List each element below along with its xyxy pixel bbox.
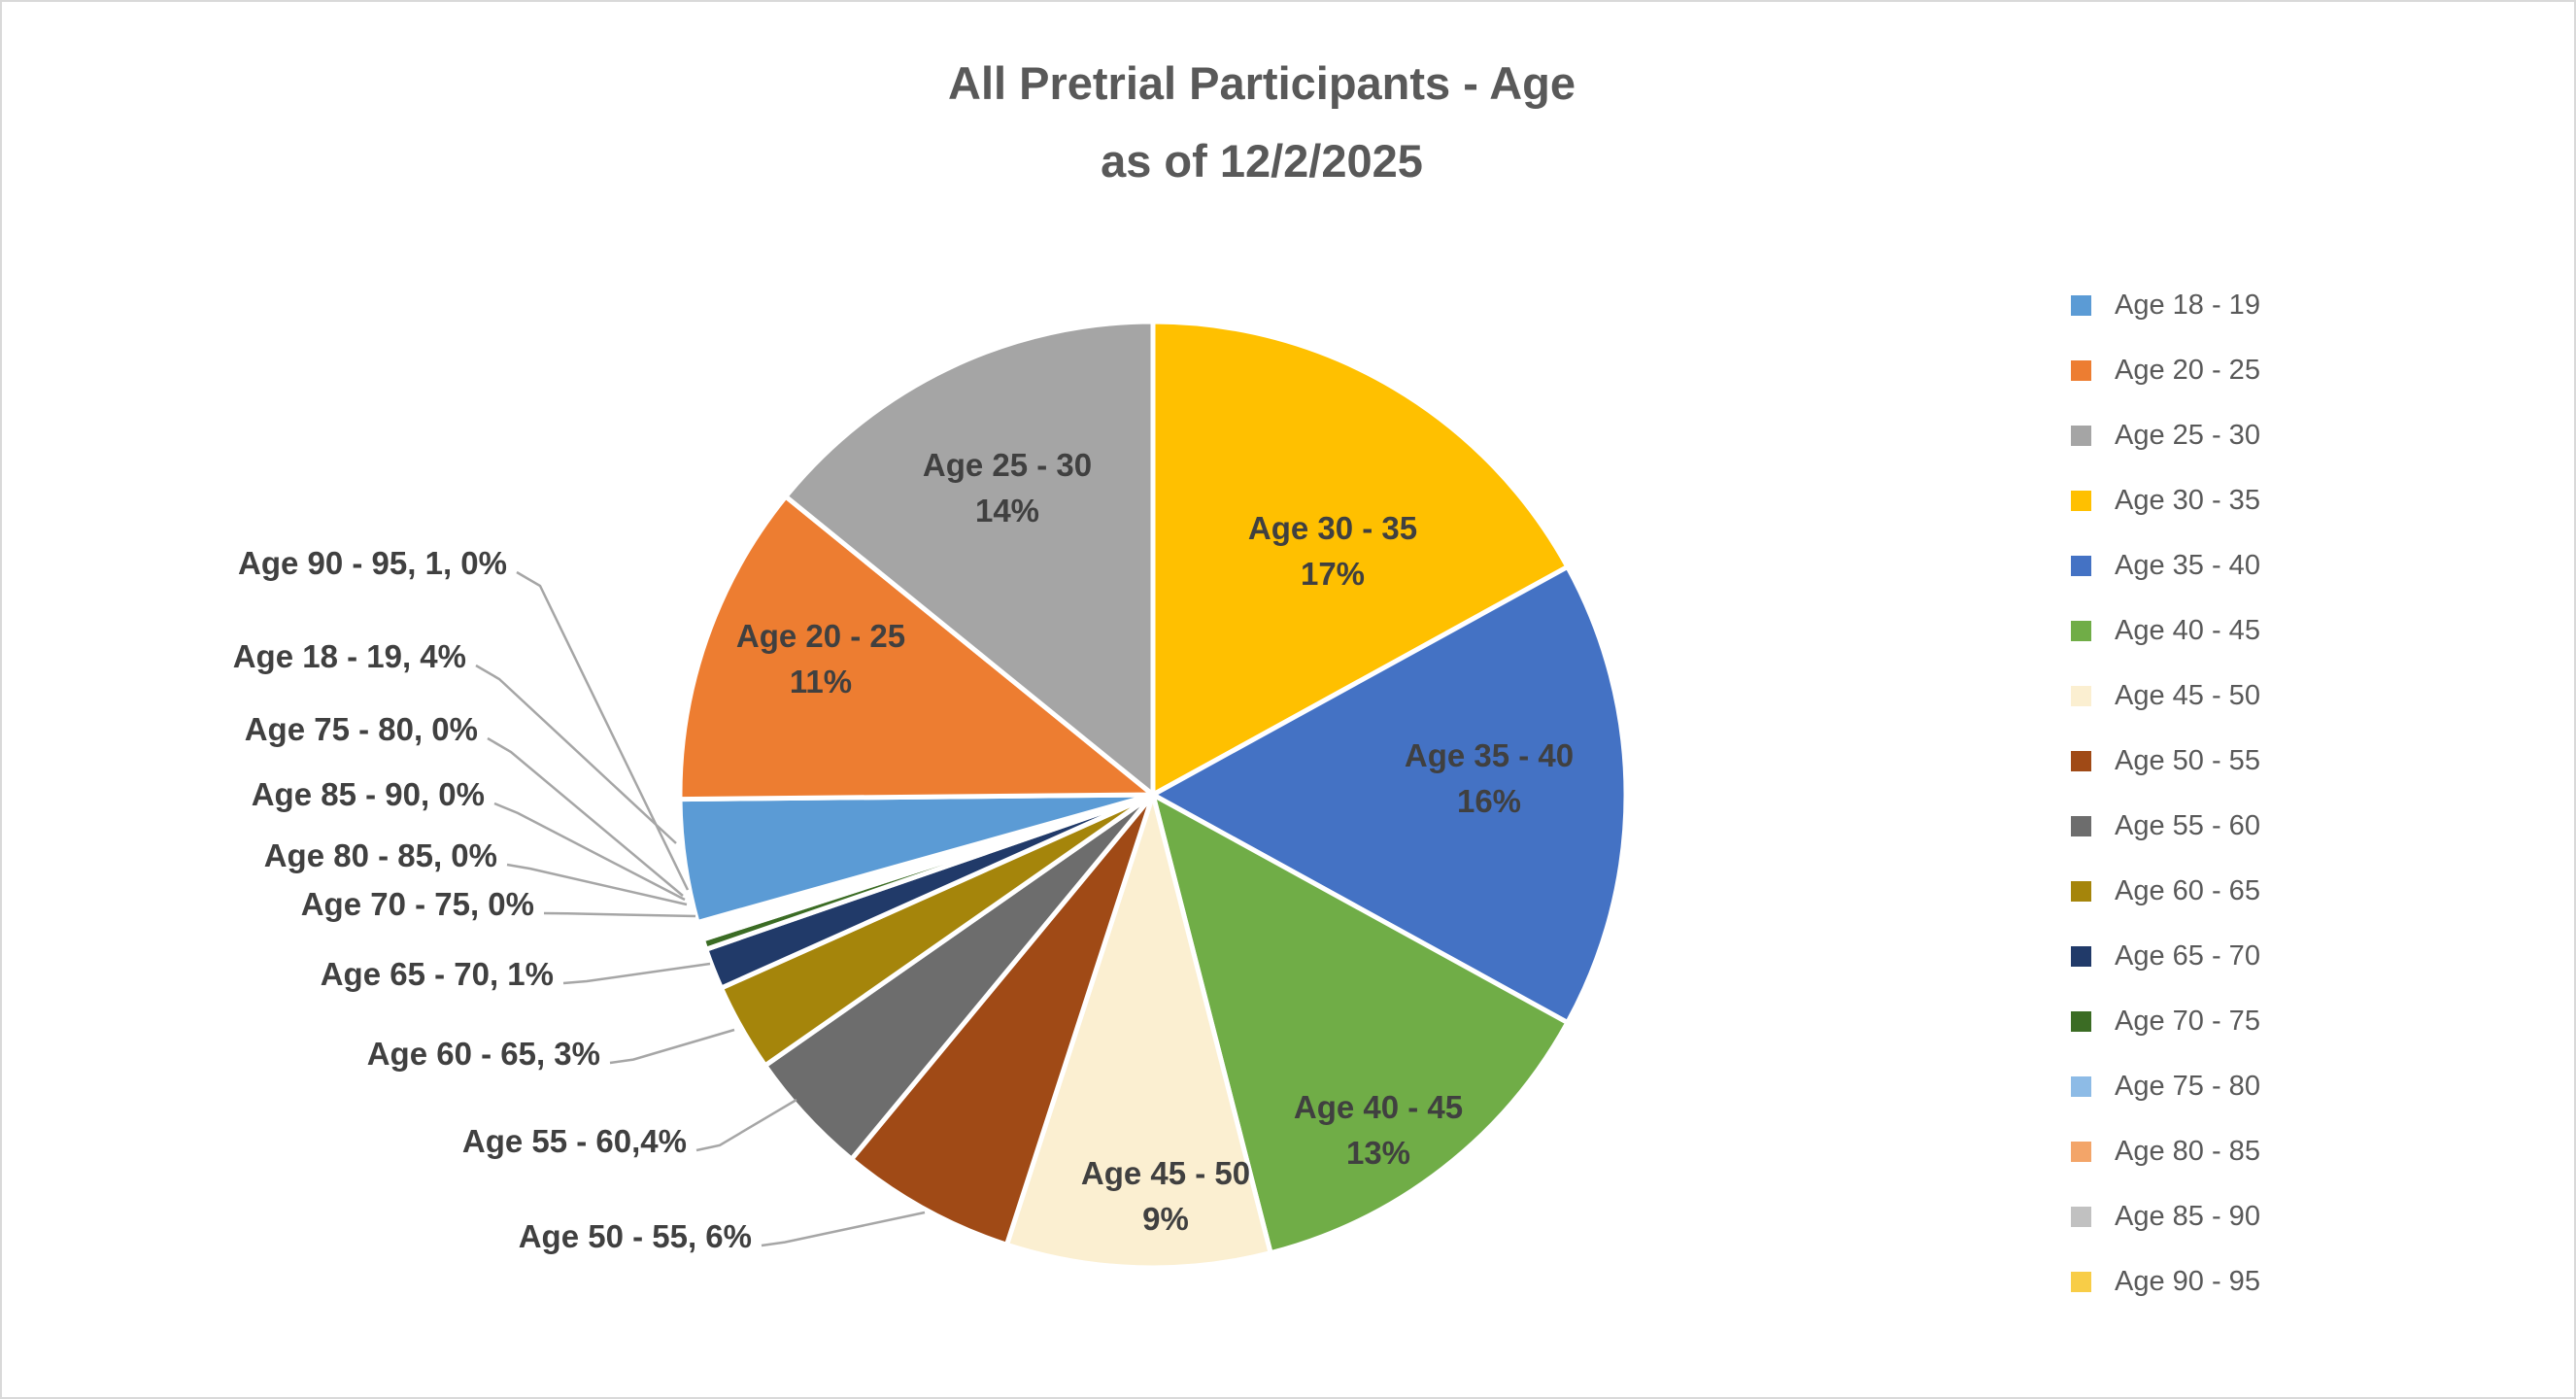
legend-label-age-30-35: Age 30 - 35 <box>2115 485 2260 516</box>
callout-label-age-55-60: Age 55 - 60,4% <box>462 1123 687 1159</box>
legend-label-age-85-90: Age 85 - 90 <box>2115 1201 2260 1232</box>
legend-item-age-40-45: Age 40 - 45 <box>2071 615 2260 646</box>
legend-swatch-age-20-25 <box>2071 359 2091 381</box>
leader-line-age-60-65 <box>609 1028 735 1065</box>
legend-swatch-age-65-70 <box>2071 945 2091 967</box>
legend-swatch-age-50-55 <box>2071 750 2091 771</box>
legend-item-age-45-50: Age 45 - 50 <box>2071 680 2260 711</box>
chart-title-line2: as of 12/2/2025 <box>1101 135 1423 187</box>
leader-line-age-90-95 <box>516 570 690 891</box>
pie-slice-age-50-55 <box>849 792 1156 1247</box>
legend-swatch-age-35-40 <box>2071 555 2091 576</box>
legend-label-age-80-85: Age 80 - 85 <box>2115 1136 2260 1167</box>
chart-title-line1: All Pretrial Participants - Age <box>948 57 1576 109</box>
slice-label-age-40-45-line2: 13% <box>1346 1135 1410 1171</box>
legend-swatch-age-40-45 <box>2071 620 2091 641</box>
legend-label-age-55-60: Age 55 - 60 <box>2115 810 2260 841</box>
leader-line-age-85-90 <box>493 802 686 902</box>
leader-line-age-50-55 <box>761 1211 926 1247</box>
legend-item-age-50-55: Age 50 - 55 <box>2071 745 2260 776</box>
callout-label-age-75-80: Age 75 - 80, 0% <box>245 711 478 747</box>
legend-label-age-40-45: Age 40 - 45 <box>2115 615 2260 646</box>
leader-line-age-18-19 <box>475 664 677 844</box>
slice-label-age-25-30-line1: Age 25 - 30 <box>923 447 1092 483</box>
pie-slice-age-25-30 <box>783 319 1156 798</box>
slice-label-age-30-35-line1: Age 30 - 35 <box>1248 510 1417 546</box>
legend-label-age-75-80: Age 75 - 80 <box>2115 1071 2260 1102</box>
pie-slice-age-35-40 <box>1150 563 1629 1026</box>
legend-item-age-20-25: Age 20 - 25 <box>2071 355 2260 386</box>
legend-label-age-35-40: Age 35 - 40 <box>2115 550 2260 581</box>
slice-label-age-35-40-line1: Age 35 - 40 <box>1405 737 1574 773</box>
slice-label-age-20-25-line1: Age 20 - 25 <box>736 618 905 654</box>
slice-label-age-25-30-line2: 14% <box>975 493 1039 529</box>
legend-label-age-25-30: Age 25 - 30 <box>2115 420 2260 451</box>
legend-swatch-age-45-50 <box>2071 685 2091 706</box>
legend-label-age-45-50: Age 45 - 50 <box>2115 680 2260 711</box>
leader-line-age-55-60 <box>695 1098 797 1152</box>
legend-label-age-90-95: Age 90 - 95 <box>2115 1266 2260 1297</box>
pie-slice-age-20-25 <box>677 494 1156 802</box>
slice-label-age-20-25-line2: 11% <box>790 664 852 700</box>
legend-item-age-85-90: Age 85 - 90 <box>2071 1201 2260 1232</box>
legend-item-age-90-95: Age 90 - 95 <box>2071 1266 2260 1297</box>
legend-label-age-20-25: Age 20 - 25 <box>2115 355 2260 386</box>
legend-swatch-age-80-85 <box>2071 1141 2091 1162</box>
legend-item-age-55-60: Age 55 - 60 <box>2071 810 2260 841</box>
pie-slice-age-45-50 <box>1004 792 1273 1271</box>
legend-item-age-75-80: Age 75 - 80 <box>2071 1071 2260 1102</box>
legend-item-age-65-70: Age 65 - 70 <box>2071 940 2260 972</box>
slice-label-age-35-40-line2: 16% <box>1457 783 1521 819</box>
callout-label-age-85-90: Age 85 - 90, 0% <box>252 776 485 812</box>
legend-swatch-age-18-19 <box>2071 294 2091 316</box>
callout-label-age-70-75: Age 70 - 75, 0% <box>301 886 534 922</box>
callout-label-age-60-65: Age 60 - 65, 3% <box>367 1036 600 1072</box>
legend-label-age-50-55: Age 50 - 55 <box>2115 745 2260 776</box>
legend-item-age-60-65: Age 60 - 65 <box>2071 875 2260 906</box>
callout-label-age-90-95: Age 90 - 95, 1, 0% <box>238 545 507 581</box>
slice-label-age-30-35-line2: 17% <box>1301 556 1365 592</box>
legend-label-age-18-19: Age 18 - 19 <box>2115 290 2260 321</box>
leader-line-age-65-70 <box>562 962 711 985</box>
callout-label-age-65-70: Age 65 - 70, 1% <box>321 956 554 992</box>
legend-label-age-70-75: Age 70 - 75 <box>2115 1006 2260 1037</box>
legend-item-age-25-30: Age 25 - 30 <box>2071 420 2260 451</box>
legend-label-age-65-70: Age 65 - 70 <box>2115 940 2260 972</box>
legend-item-age-70-75: Age 70 - 75 <box>2071 1006 2260 1037</box>
legend-item-age-18-19: Age 18 - 19 <box>2071 290 2260 321</box>
callout-label-age-50-55: Age 50 - 55, 6% <box>519 1218 752 1254</box>
legend: Age 18 - 19 Age 20 - 25 Age 25 - 30 Age 30 … <box>2071 290 2260 1297</box>
callout-label-age-80-85: Age 80 - 85, 0% <box>264 837 497 873</box>
pie-slice-age-30-35 <box>1150 319 1571 798</box>
legend-swatch-age-85-90 <box>2071 1206 2091 1227</box>
legend-item-age-35-40: Age 35 - 40 <box>2071 550 2260 581</box>
pie-slice-age-40-45 <box>1150 792 1571 1256</box>
legend-label-age-60-65: Age 60 - 65 <box>2115 875 2260 906</box>
legend-item-age-30-35: Age 30 - 35 <box>2071 485 2260 516</box>
slice-label-age-40-45-line1: Age 40 - 45 <box>1294 1089 1463 1125</box>
chart-title: All Pretrial Participants - Age as of 12… <box>2 45 2522 200</box>
legend-swatch-age-30-35 <box>2071 490 2091 511</box>
leader-line-age-75-80 <box>487 736 684 897</box>
legend-swatch-age-70-75 <box>2071 1010 2091 1032</box>
callout-label-age-18-19: Age 18 - 19, 4% <box>233 638 466 674</box>
legend-swatch-age-90-95 <box>2071 1271 2091 1292</box>
slice-label-age-45-50-line1: Age 45 - 50 <box>1081 1155 1250 1191</box>
slice-label-age-45-50-line2: 9% <box>1142 1201 1189 1237</box>
legend-swatch-age-55-60 <box>2071 815 2091 836</box>
legend-swatch-age-60-65 <box>2071 880 2091 902</box>
legend-swatch-age-75-80 <box>2071 1075 2091 1097</box>
leader-line-age-70-75 <box>543 911 696 918</box>
legend-item-age-80-85: Age 80 - 85 <box>2071 1136 2260 1167</box>
leader-line-age-80-85 <box>506 863 688 906</box>
legend-swatch-age-25-30 <box>2071 425 2091 446</box>
